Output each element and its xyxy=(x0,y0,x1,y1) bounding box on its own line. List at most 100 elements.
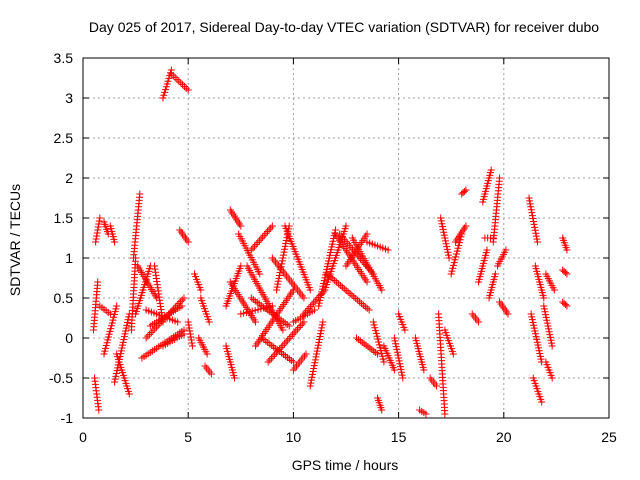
data-point-marker xyxy=(526,197,534,205)
data-point-marker xyxy=(92,235,100,243)
data-point-marker xyxy=(279,342,287,350)
data-point-marker xyxy=(113,367,121,375)
data-point-marker xyxy=(309,370,317,378)
data-point-marker xyxy=(390,366,398,374)
data-point-marker xyxy=(530,217,538,225)
data-point-marker xyxy=(398,368,406,376)
data-point-marker xyxy=(124,316,132,324)
data-point-marker xyxy=(452,250,460,258)
data-point-marker xyxy=(483,246,491,254)
data-point-marker xyxy=(562,269,570,277)
data-point-marker xyxy=(396,360,404,368)
data-point-marker xyxy=(230,374,238,382)
data-point-marker xyxy=(122,324,130,332)
data-point-marker xyxy=(306,286,314,294)
data-point-marker xyxy=(178,302,186,310)
y-tick-label: 3.5 xyxy=(54,50,74,66)
plot-frame xyxy=(82,57,610,419)
data-point-marker xyxy=(527,203,535,211)
data-point-marker xyxy=(363,230,371,238)
data-point-marker xyxy=(276,269,284,277)
data-point-marker xyxy=(282,237,290,245)
data-point-marker xyxy=(392,343,400,351)
data-point-marker xyxy=(289,358,297,366)
data-point-marker xyxy=(450,259,458,267)
data-point-marker xyxy=(317,330,325,338)
data-point-marker xyxy=(455,241,463,249)
y-tick-label: -1 xyxy=(61,410,74,426)
data-point-marker xyxy=(342,222,350,230)
data-point-marker xyxy=(93,232,101,240)
data-point-marker xyxy=(310,365,318,373)
data-point-marker xyxy=(454,244,462,252)
data-point-marker xyxy=(293,325,301,333)
data-point-marker xyxy=(272,349,280,357)
data-point-marker xyxy=(180,82,188,90)
data-point-marker xyxy=(319,318,327,326)
data-point-marker xyxy=(269,353,277,361)
data-point-marker xyxy=(390,334,398,342)
data-point-marker xyxy=(292,327,300,335)
data-point-marker xyxy=(432,382,440,390)
data-point-marker xyxy=(378,286,386,294)
data-point-marker xyxy=(487,166,495,174)
data-point-marker xyxy=(392,340,400,348)
x-tick-label: 0 xyxy=(79,429,87,445)
data-point-marker xyxy=(502,246,510,254)
data-point-marker xyxy=(300,294,308,302)
data-point-marker xyxy=(317,327,325,335)
data-point-marker xyxy=(111,375,119,383)
y-tick-label: 0.5 xyxy=(54,290,74,306)
y-tick-labels: -1 -0.5 0 0.5 1 1.5 2 2.5 3 3.5 xyxy=(49,50,73,426)
data-point-marker xyxy=(188,342,196,350)
data-point-marker xyxy=(529,215,537,223)
data-point-marker xyxy=(540,294,548,302)
data-point-marker xyxy=(338,283,346,291)
data-point-marker xyxy=(302,350,310,358)
data-point-marker xyxy=(357,299,365,307)
x-tick-label: 20 xyxy=(496,429,512,445)
data-point-marker xyxy=(562,301,570,309)
data-point-marker xyxy=(526,200,534,208)
data-point-marker xyxy=(264,228,272,236)
y-tick-label: 1.5 xyxy=(54,210,74,226)
data-point-marker xyxy=(252,318,260,326)
data-point-marker xyxy=(318,324,326,332)
data-point-marker xyxy=(277,263,285,271)
data-point-marker xyxy=(274,277,282,285)
data-point-marker xyxy=(279,326,287,334)
axis-ticks xyxy=(82,57,610,419)
data-point-marker xyxy=(280,248,288,256)
data-point-marker xyxy=(398,371,406,379)
data-point-marker xyxy=(504,310,512,318)
data-point-marker xyxy=(363,304,371,312)
data-point-marker xyxy=(285,334,293,342)
data-point-marker xyxy=(177,79,185,87)
data-point-marker xyxy=(154,321,162,329)
data-point-marker xyxy=(274,347,282,355)
data-point-marker xyxy=(540,305,548,313)
data-point-marker xyxy=(448,267,456,275)
data-point-marker xyxy=(356,298,364,306)
data-point-marker xyxy=(95,217,103,225)
data-point-marker xyxy=(543,319,551,327)
data-point-marker xyxy=(399,374,407,382)
data-point-marker xyxy=(312,353,320,361)
data-point-marker xyxy=(361,303,369,311)
data-point-marker xyxy=(310,362,318,370)
data-point-marker xyxy=(306,303,314,311)
data-point-marker xyxy=(313,350,321,358)
data-point-marker xyxy=(282,239,290,247)
data-point-marker xyxy=(281,242,289,250)
data-point-marker xyxy=(315,335,323,343)
data-point-marker xyxy=(441,237,449,245)
data-point-marker xyxy=(185,321,193,329)
data-point-marker xyxy=(491,270,499,278)
data-point-marker xyxy=(278,257,286,265)
data-point-marker xyxy=(310,306,318,314)
data-point-marker xyxy=(375,338,383,346)
x-tick-label: 25 xyxy=(601,429,617,445)
data-point-marker xyxy=(384,246,392,254)
x-tick-labels: 0 5 10 15 20 25 xyxy=(79,429,617,445)
data-point-marker xyxy=(350,293,358,301)
